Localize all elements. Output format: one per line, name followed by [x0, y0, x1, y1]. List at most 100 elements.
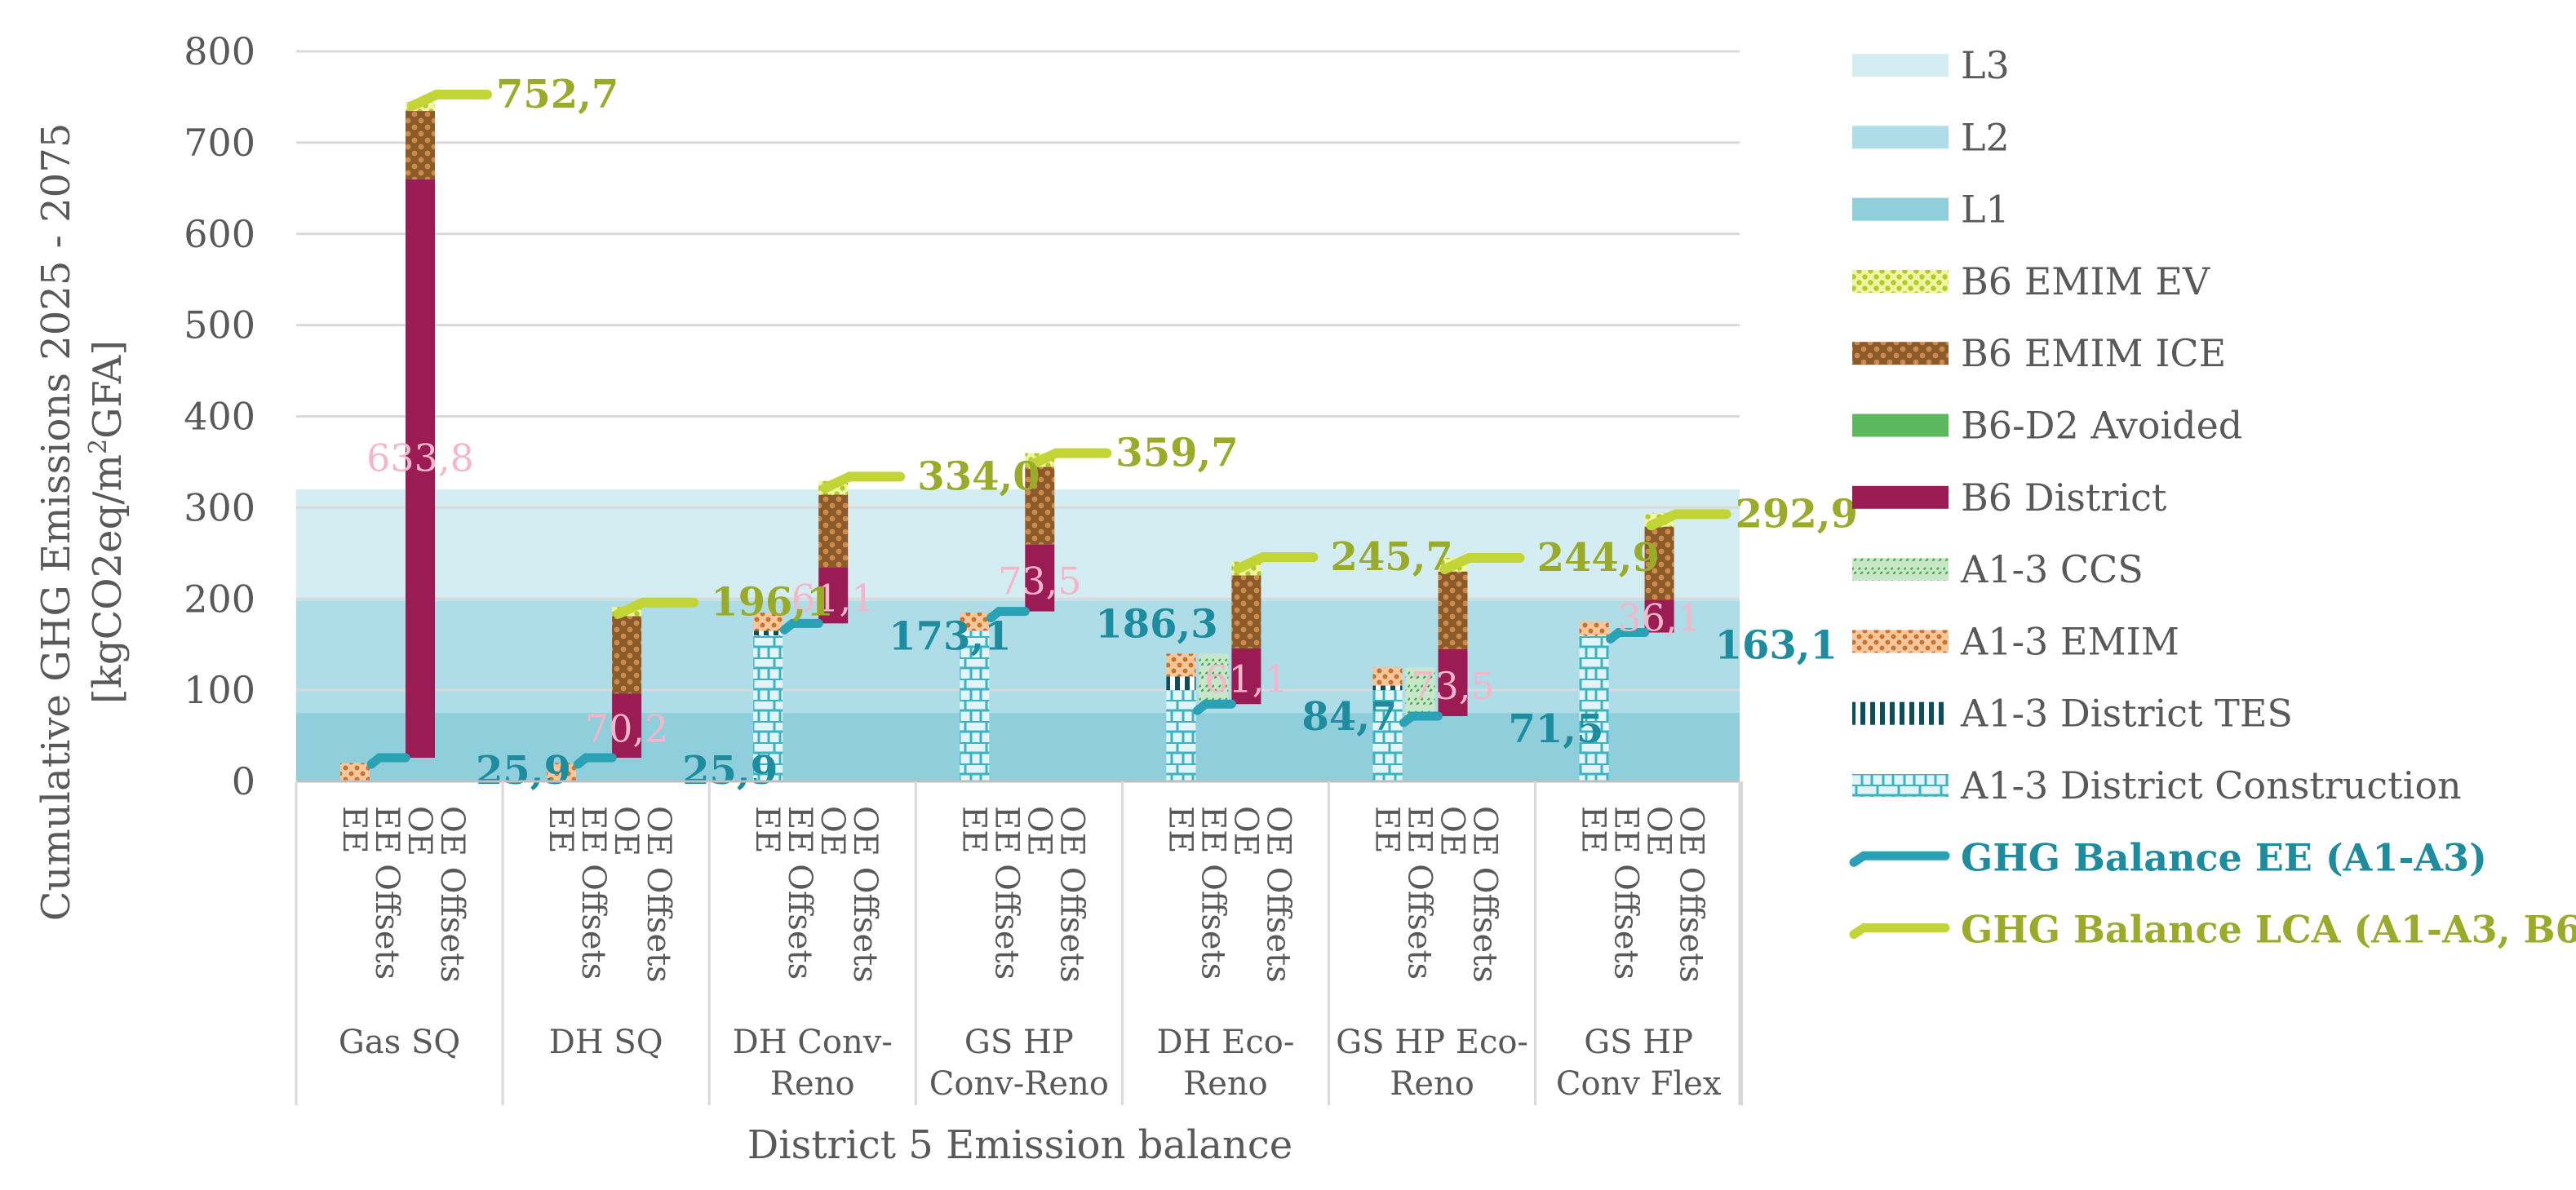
legend-label-l2: L2: [1961, 115, 2010, 159]
x-group-label-line1: DH SQ: [549, 1024, 663, 1061]
bar-segment-a13-emim: [340, 763, 370, 781]
y-axis-title-line2: [kgCO2eq/m2GFA]: [84, 340, 131, 704]
bar-segment-a13-emim: [1166, 653, 1196, 677]
x-subcategory-label: OE: [607, 806, 645, 856]
x-subcategory-label: OE Offsets: [640, 806, 677, 983]
bar-segment-a13-emim: [547, 763, 577, 781]
x-group-label-line2: Conv-Reno: [929, 1065, 1109, 1103]
legend-swatch-a1-3-district-tes: [1852, 701, 1949, 725]
bar-segment-b6-emim-ice: [1644, 526, 1674, 600]
legend-swatch-b6-district: [1852, 485, 1949, 509]
b6-district-data-label: 70,2: [585, 707, 668, 751]
bar-segment-b6-district: [1644, 599, 1674, 633]
bar-segment-a13-ccs: [1199, 653, 1229, 704]
bar-segment-b6-district: [612, 693, 642, 759]
ghg-balance-ee-marker: [986, 607, 1030, 623]
x-subcategory-label: OE Offsets: [1259, 806, 1297, 983]
x-subcategory-label: EE: [1575, 806, 1612, 853]
ghg-balance-ee-marker: [1192, 699, 1236, 715]
bar-segment-b6-district: [1025, 544, 1055, 612]
ghg-balance-lca-marker: [1439, 553, 1525, 575]
x-subcategory-label: EE: [955, 806, 992, 853]
bar-segment-b6-district: [406, 179, 435, 759]
bar-segment-a13-district-tes: [1372, 685, 1403, 691]
ghg-balance-lca-data-label: 245,7: [1331, 534, 1453, 580]
x-group-label-line1: GS HP Eco-: [1336, 1024, 1528, 1061]
x-subcategory-label: EE: [748, 806, 786, 853]
x-group-label-line2: Reno: [770, 1065, 855, 1103]
bar-segment-b6-emim-ice: [1025, 467, 1055, 545]
x-group-label-line1: DH Conv-: [733, 1024, 893, 1061]
y-tick-label: 600: [184, 212, 255, 256]
legend-swatch-l3: [1852, 54, 1949, 77]
x-subcategory-label: OE Offsets: [1673, 806, 1710, 983]
legend-label-b6-emim-ev: B6 EMIM EV: [1961, 259, 2210, 303]
b6-district-data-label: 61,1: [1204, 657, 1288, 701]
ghg-balance-ee-data-label: 173,1: [889, 613, 1011, 659]
x-subcategory-label: EE: [335, 806, 373, 853]
bar-segment-a13-district-construction: [1372, 690, 1403, 781]
bar-segment-b6-district: [1231, 648, 1261, 705]
legend-label-b6-d2-avoided: B6-D2 Avoided: [1961, 404, 2242, 448]
legend-label-a1-3-district-tes: A1-3 District TES: [1960, 692, 2293, 736]
legend-swatch-l2: [1852, 126, 1949, 149]
ghg-balance-lca-data-label: 359,7: [1115, 431, 1238, 476]
ghg-balance-ee-marker: [573, 753, 617, 769]
y-axis-ticks: 0 100 200 300 400 500 600 700 800: [184, 29, 255, 803]
x-axis-title: District 5 Emission balance: [747, 1122, 1292, 1168]
y-tick-label: 300: [184, 485, 255, 529]
x-subcategory-label: OE: [401, 806, 438, 856]
x-subcategory-label: OE: [1434, 806, 1471, 856]
bar-segment-a13-ccs: [1405, 667, 1435, 718]
band-l1: [296, 713, 1740, 781]
x-group-label-line2: Reno: [1390, 1065, 1474, 1103]
b6-district-data-label: 73,5: [998, 560, 1081, 604]
legend-label-b6-district: B6 District: [1961, 476, 2167, 520]
bar-segment-a13-district-tes: [1166, 676, 1196, 691]
bar-segment-a13-district-construction: [753, 635, 783, 781]
bar-segment-a13-district-construction: [960, 630, 990, 781]
legend-swatch-ghg-balance-ee-a1-a3: [1849, 851, 1950, 867]
gridlines: [296, 50, 1740, 692]
ghg-balance-lca-data-label: 196,1: [711, 580, 833, 626]
ghg-balance-lca-data-label: 334,0: [917, 453, 1040, 499]
y-axis-title-unit-sup: 2: [84, 439, 113, 454]
bar-segment-b6-district: [1438, 648, 1468, 717]
x-subcategory-label: EE Offsets: [1401, 806, 1439, 980]
ghg-balance-ee-data-label: 25,9: [682, 748, 778, 794]
x-subcategory-label: OE Offsets: [433, 806, 471, 983]
ghg-balance-lca-marker: [1026, 448, 1112, 470]
bar-segment-b6-emim-ice: [406, 111, 435, 179]
y-tick-label: 100: [184, 668, 255, 712]
legend-label-l3: L3: [1961, 43, 2010, 87]
band-l2: [296, 600, 1740, 714]
bar-segment-b6-district: [818, 567, 849, 624]
bar-segment-b6-emim-ice: [818, 494, 849, 568]
legend-swatch-a1-3-ccs: [1852, 558, 1949, 582]
data-labels: 633,8 70,2 61,1 73,5 61,1 73,5 36,1 25,9 25,9 173…: [366, 72, 1858, 794]
b6-district-data-label: 633,8: [366, 436, 474, 480]
bar-segment-a13-district-tes: [753, 630, 783, 635]
legend-label-l1: L1: [1961, 188, 2010, 232]
y-axis-title-line1: Cumulative GHG Emissions 2025 - 2075: [33, 123, 79, 922]
ghg-balance-lca-data-label: 292,9: [1736, 491, 1858, 537]
ghg-balance-lca-data-label: 244,9: [1537, 535, 1660, 581]
ghg-balance-lca-data-label: 752,7: [496, 72, 619, 117]
b6-district-data-label: 36,1: [1617, 595, 1700, 639]
ghg-balance-ee-marker: [1606, 628, 1650, 644]
bar-segment-b6-emim-ice: [612, 616, 642, 694]
legend-swatch-l1: [1852, 197, 1949, 221]
x-subcategory-label: EE: [542, 806, 579, 853]
legend-label-a1-3-ccs: A1-3 CCS: [1960, 547, 2144, 591]
bar-segment-a13-emim: [1579, 622, 1609, 635]
y-tick-label: 200: [184, 577, 255, 621]
x-subcategory-label: EE Offsets: [1607, 806, 1645, 980]
legend-swatch-b6-emim-ev: [1852, 269, 1949, 293]
x-subcategory-label: OE: [814, 806, 851, 856]
ghg-balance-lca-marker: [820, 471, 906, 493]
legend-label-ghg-balance-ee-a1-a3: GHG Balance EE (A1-A3): [1961, 835, 2487, 879]
balance-markers: [366, 89, 1731, 769]
b6-district-data-label: 73,5: [1411, 664, 1494, 708]
bar-segment-a13-district-construction: [1579, 635, 1609, 781]
